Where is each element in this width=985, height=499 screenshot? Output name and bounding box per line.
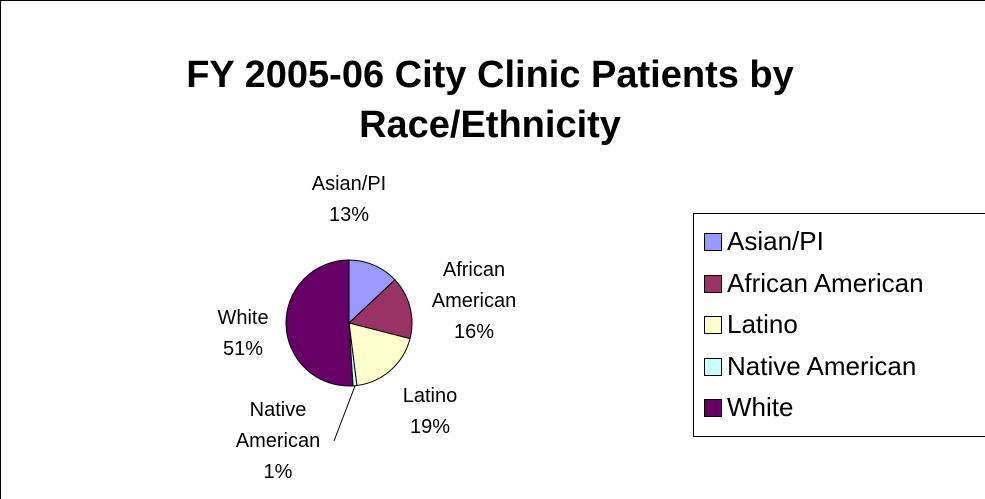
legend-label: Asian/PI bbox=[727, 226, 824, 256]
label-value: 19% bbox=[409, 416, 451, 438]
legend-swatch bbox=[704, 399, 722, 417]
legend-swatch bbox=[704, 274, 722, 293]
legend-item: Latino bbox=[704, 309, 798, 339]
data-label: White 51% bbox=[183, 303, 303, 365]
legend-label: Native American bbox=[727, 350, 917, 381]
leader-line bbox=[333, 385, 356, 442]
pie-slice bbox=[348, 322, 411, 387]
chart-title: FY 2005-06 City Clinic Patients by Race/… bbox=[186, 54, 794, 146]
legend-label: African American bbox=[727, 267, 924, 298]
data-label: Native American 1% bbox=[223, 395, 333, 488]
data-label: Asian/PI 13% bbox=[289, 169, 409, 231]
data-label: Latino 19% bbox=[370, 381, 490, 443]
label-value: 1% bbox=[263, 461, 293, 483]
legend-item: White bbox=[704, 392, 793, 422]
legend-item: Native American bbox=[704, 351, 916, 381]
label-category: Asian/PI bbox=[311, 173, 387, 195]
legend-item: African American bbox=[704, 268, 924, 298]
legend-label: White bbox=[727, 392, 794, 422]
legend-swatch bbox=[704, 316, 722, 334]
legend-swatch bbox=[704, 233, 722, 251]
label-category: African American bbox=[431, 259, 517, 312]
pie-slice bbox=[347, 279, 413, 340]
label-category: Latino bbox=[402, 385, 458, 407]
legend-label: Latino bbox=[727, 309, 798, 339]
label-value: 51% bbox=[222, 338, 264, 360]
label-value: 16% bbox=[453, 321, 495, 343]
legend: Asian/PI African American Latino Native Ame… bbox=[693, 213, 985, 437]
label-category: White bbox=[217, 307, 269, 329]
data-label: African American 16% bbox=[419, 255, 529, 348]
label-category: Native American bbox=[235, 399, 321, 452]
legend-item: Asian/PI bbox=[704, 226, 824, 256]
legend-swatch bbox=[704, 357, 722, 376]
label-value: 13% bbox=[328, 204, 370, 226]
pie-slice bbox=[285, 259, 354, 387]
